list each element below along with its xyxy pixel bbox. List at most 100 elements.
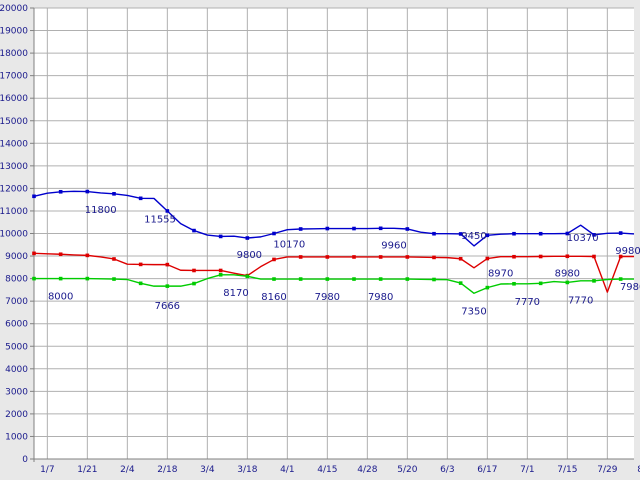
data-point-marker bbox=[512, 231, 516, 236]
y-tick-label: 5000 bbox=[5, 342, 28, 352]
data-label: 7980 bbox=[315, 292, 340, 303]
data-point-marker bbox=[58, 252, 63, 257]
data-label: 9960 bbox=[381, 240, 406, 251]
data-point-marker bbox=[298, 255, 303, 259]
data-point-marker bbox=[538, 281, 543, 286]
data-point-marker bbox=[618, 277, 623, 281]
y-tick-label: 11000 bbox=[0, 207, 28, 217]
data-point-marker bbox=[165, 209, 170, 213]
data-point-marker bbox=[218, 268, 223, 273]
data-point-marker bbox=[618, 231, 623, 235]
y-tick-label: 1000 bbox=[5, 432, 28, 442]
x-tick-label: 4/15 bbox=[317, 465, 337, 475]
y-tick-label: 20000 bbox=[0, 4, 28, 14]
data-point-marker bbox=[58, 189, 63, 194]
data-label: 7666 bbox=[155, 301, 180, 312]
data-point-marker bbox=[565, 280, 570, 285]
y-tick-label: 3000 bbox=[5, 387, 28, 397]
data-point-marker bbox=[352, 277, 356, 281]
data-point-marker bbox=[272, 257, 276, 262]
x-tick-label: 7/15 bbox=[557, 465, 577, 475]
data-point-marker bbox=[458, 232, 463, 236]
data-point-marker bbox=[485, 285, 490, 290]
data-point-marker bbox=[32, 251, 36, 256]
data-point-marker bbox=[378, 226, 383, 231]
data-point-marker bbox=[138, 196, 143, 201]
data-point-marker bbox=[432, 277, 436, 282]
data-point-marker bbox=[485, 256, 490, 261]
y-tick-label: 13000 bbox=[0, 162, 28, 172]
data-point-marker bbox=[405, 255, 410, 259]
data-point-marker bbox=[538, 254, 543, 259]
data-point-marker bbox=[592, 254, 596, 259]
y-tick-label: 2000 bbox=[5, 410, 28, 420]
series-high bbox=[32, 189, 635, 247]
data-point-marker bbox=[32, 194, 36, 199]
data-label: 8970 bbox=[488, 269, 513, 280]
data-point-marker bbox=[112, 277, 116, 281]
y-tick-label: 17000 bbox=[0, 72, 28, 82]
y-tick-label: 19000 bbox=[0, 27, 28, 37]
data-point-marker bbox=[405, 227, 410, 231]
x-tick-label: 3/18 bbox=[237, 465, 257, 475]
data-point-marker bbox=[592, 279, 596, 283]
data-point-marker bbox=[218, 234, 223, 239]
data-point-marker bbox=[378, 277, 383, 281]
x-tick-label: 6/3 bbox=[440, 465, 454, 475]
data-point-marker bbox=[298, 277, 303, 281]
data-point-marker bbox=[272, 231, 276, 236]
x-tick-label: 2/18 bbox=[157, 465, 177, 475]
x-tick-label: 8/12 bbox=[637, 465, 640, 475]
data-point-marker bbox=[352, 226, 356, 231]
data-point-marker bbox=[565, 254, 570, 259]
data-label: 10170 bbox=[273, 240, 305, 251]
x-axis-tick-labels: 1/7 1/21 2/4 2/18 3/4 3/18 4/1 4/15 4/28 5/20 6/3 6… bbox=[40, 465, 640, 475]
data-point-marker bbox=[485, 233, 490, 238]
data-label: 8980 bbox=[555, 268, 580, 279]
data-label: 11555 bbox=[144, 214, 176, 225]
y-tick-label: 9000 bbox=[5, 252, 28, 262]
data-point-marker bbox=[218, 272, 223, 277]
data-point-marker bbox=[325, 255, 330, 259]
x-tick-label: 7/29 bbox=[597, 465, 617, 475]
x-tick-label: 4/28 bbox=[357, 465, 377, 475]
x-tick-label: 7/1 bbox=[520, 465, 534, 475]
data-point-marker bbox=[458, 256, 463, 261]
data-label: 8170 bbox=[223, 288, 248, 299]
x-tick-label: 1/21 bbox=[77, 465, 97, 475]
data-point-marker bbox=[272, 277, 276, 281]
data-annotations: 11800 11555 9800 10170 9960 9450 10370 9980 8970… bbox=[48, 205, 640, 317]
data-point-marker bbox=[325, 226, 330, 231]
y-tick-label: 14000 bbox=[0, 139, 28, 149]
data-point-marker bbox=[512, 281, 516, 286]
data-point-marker bbox=[192, 268, 196, 273]
data-label: 8000 bbox=[48, 292, 73, 303]
x-tick-label: 2/4 bbox=[120, 465, 135, 475]
data-label: 7770 bbox=[515, 297, 540, 308]
data-point-marker bbox=[405, 277, 410, 281]
data-point-marker bbox=[192, 281, 196, 286]
data-point-marker bbox=[165, 284, 170, 288]
data-label: 7980 bbox=[368, 292, 393, 303]
series-line bbox=[33, 252, 634, 293]
data-point-marker bbox=[298, 227, 303, 231]
data-label: 9980 bbox=[615, 246, 640, 257]
data-point-marker bbox=[192, 228, 196, 233]
x-tick-label: 1/7 bbox=[40, 465, 54, 475]
data-point-marker bbox=[592, 233, 596, 237]
y-tick-label: 7000 bbox=[5, 297, 28, 307]
data-point-marker bbox=[85, 189, 90, 194]
data-point-marker bbox=[85, 276, 90, 281]
series-line bbox=[33, 190, 635, 247]
x-tick-label: 3/4 bbox=[200, 465, 215, 475]
y-tick-label: 12000 bbox=[0, 184, 28, 194]
y-tick-label: 6000 bbox=[5, 320, 28, 330]
data-point-marker bbox=[112, 192, 116, 196]
x-tick-label: 5/20 bbox=[397, 465, 417, 475]
data-point-marker bbox=[565, 231, 570, 236]
y-tick-label: 4000 bbox=[5, 365, 28, 375]
data-point-marker bbox=[618, 254, 623, 259]
data-label: 9800 bbox=[237, 250, 262, 261]
data-point-marker bbox=[432, 231, 436, 236]
